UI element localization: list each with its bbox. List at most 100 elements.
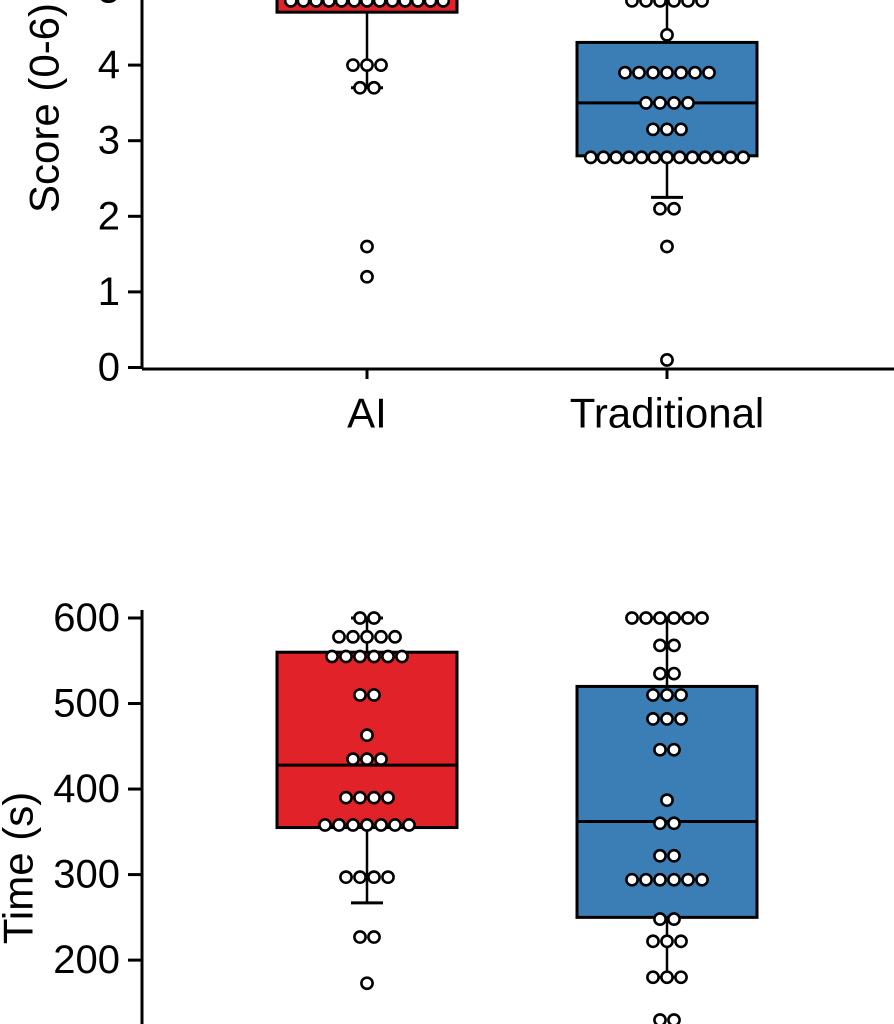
data-point-circle [660,27,674,42]
data-point-circle [346,58,360,72]
data-point-circle [360,728,374,743]
data-point-circle [639,872,653,887]
data-point-circle [681,611,695,625]
data-point-circle [360,752,374,767]
data-point-circle [702,65,716,80]
data-point-circle [634,150,649,165]
data-point-circle [695,0,709,8]
data-point-circle [695,872,709,887]
y-tick-label: 300 [53,853,120,897]
data-point-circle [283,0,298,8]
data-point-circle [360,269,374,284]
y-tick-label: 500 [53,682,120,726]
y-tick-label: 600 [53,596,120,640]
data-point-circle [646,934,660,949]
data-point-circle [660,712,674,726]
data-point-circle [667,742,681,757]
data-point-circle [653,816,667,831]
data-point-circle [353,611,367,625]
data-point-circle [596,150,611,165]
data-point-circle [646,122,660,137]
data-point-circle [625,0,639,8]
data-point-circle [374,752,388,767]
data-point-circle [681,872,695,887]
data-point-circle [667,848,681,863]
data-point-circle [381,790,395,805]
data-point-circle [353,790,367,805]
y-tick-label: 200 [53,938,120,982]
data-point-circle [347,0,362,8]
data-point-circle [660,65,674,80]
data-point-circle [660,934,674,949]
data-point-circle [367,790,381,805]
data-point-circle [667,666,681,681]
data-point-circle [646,65,660,80]
data-point-circle [367,80,381,95]
data-point-circle [667,638,681,653]
data-point-circle [372,0,387,8]
data-point-circle [360,629,374,644]
data-point-circle [436,0,451,8]
data-point-circle [332,629,346,644]
data-point-circle [653,96,667,110]
data-point-circle [339,790,353,805]
data-point-circle [674,934,688,949]
data-point-circle [374,58,388,72]
data-point-circle [346,818,360,832]
data-point-circle [660,353,674,367]
data-point-circle [388,818,402,832]
data-point-circle [667,816,681,831]
data-point-circle [660,970,674,985]
data-point-circle [339,649,353,664]
data-point-circle [667,0,681,8]
data-point-circle [367,870,381,885]
data-point-circle [625,872,639,887]
data-point-circle [685,150,700,165]
data-point-circle [723,150,738,165]
data-point-circle [653,872,667,887]
data-point-circle [318,818,332,832]
data-point-circle [674,65,688,80]
data-point-circle [360,818,374,832]
y-tick-label: 0 [98,346,120,390]
data-point-circle [653,201,667,216]
data-point-circle [353,688,367,702]
data-point-circle [736,150,751,165]
data-point-circle [646,970,660,985]
data-point-circle [667,611,681,625]
data-point-circle [622,150,636,165]
data-point-circle [388,629,402,644]
x-category-label: AI [347,390,387,437]
data-point-circle [674,970,688,985]
data-point-circle [334,0,349,8]
data-point-circle [360,239,374,254]
data-point-circle [398,0,412,8]
data-point-circle [674,712,688,726]
data-point-circle [660,688,674,702]
x-category-label: Traditional [570,390,765,437]
data-point-circle [695,611,709,625]
y-tick-label: 5 [98,0,120,12]
data-point-circle [681,96,695,110]
data-point-circle [681,0,695,8]
data-point-circle [632,65,646,80]
y-tick-label: 1 [98,270,120,314]
data-point-circle [360,0,374,8]
data-point-circle [660,793,674,808]
data-point-circle [653,848,667,863]
data-point-circle [353,870,367,885]
data-point-circle [639,0,653,8]
data-point-circle [374,629,388,644]
data-point-circle [674,688,688,702]
data-point-circle [360,58,374,72]
data-point-circle [309,0,324,8]
data-point-circle [639,96,653,110]
y-tick-label: 3 [98,119,120,163]
data-point-circle [360,976,374,991]
y-tick-label: 4 [98,43,120,87]
data-point-circle [367,649,381,664]
box-rect-traditional [575,40,759,158]
data-point-circle [660,150,674,165]
